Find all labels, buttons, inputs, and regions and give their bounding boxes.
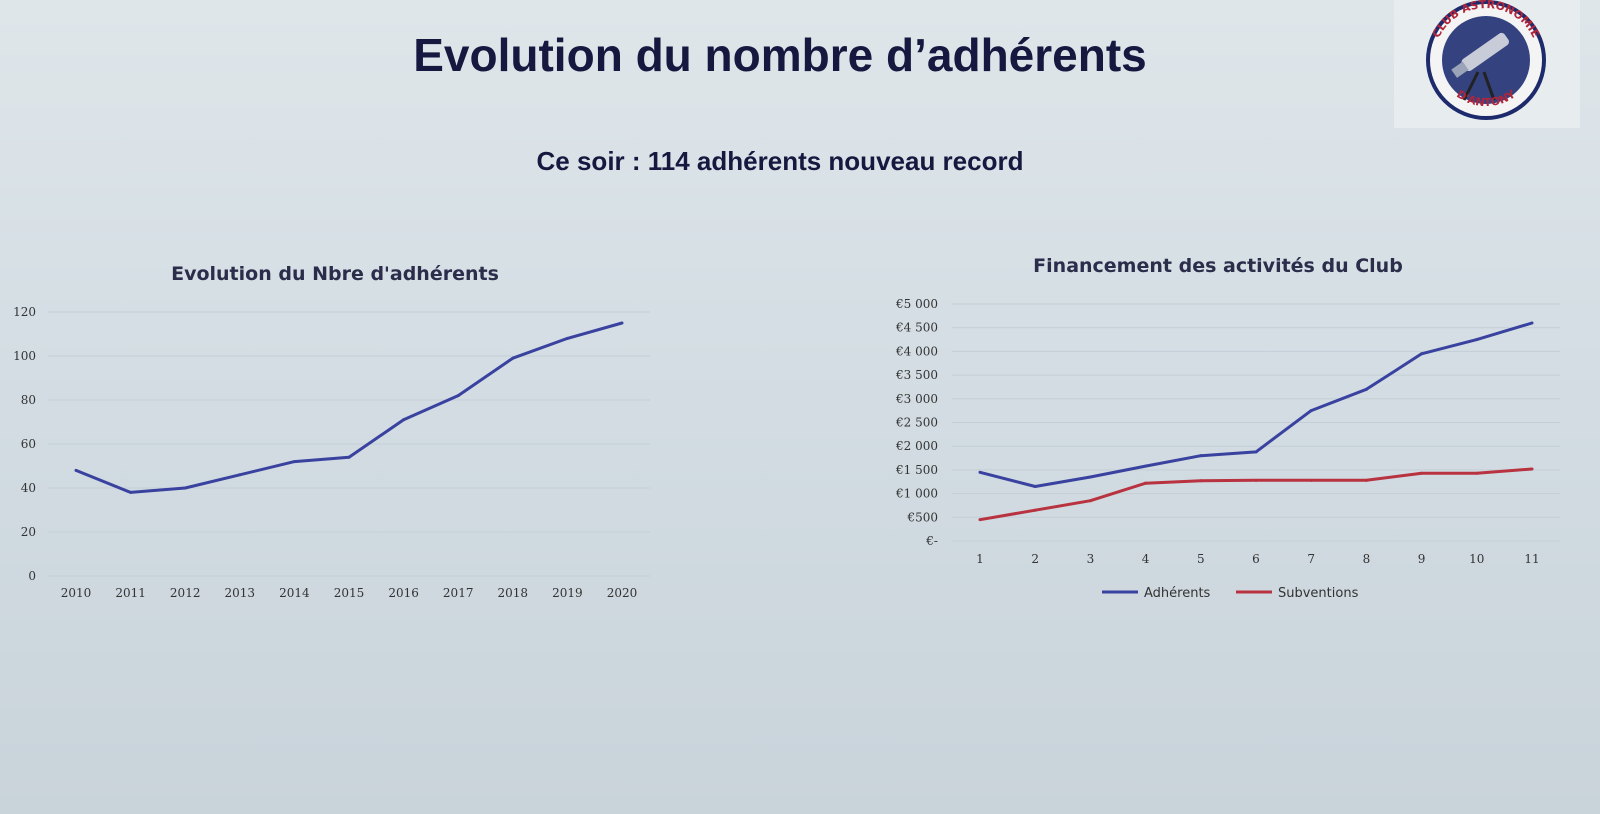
y-tick-label: 60 [21, 437, 36, 451]
data-point [1088, 499, 1092, 503]
data-point [456, 394, 460, 398]
y-tick-label: €3 000 [895, 392, 938, 406]
x-tick-label: 2011 [115, 586, 146, 600]
y-tick-label: 0 [28, 569, 36, 583]
data-point [620, 321, 624, 325]
data-point [1254, 450, 1258, 454]
data-point [1364, 478, 1368, 482]
series-line-0 [979, 321, 1533, 488]
series-line-1 [979, 467, 1533, 522]
x-tick-label: 2014 [279, 586, 310, 600]
chart1-title: Evolution du Nbre d'adhérents [171, 263, 499, 285]
x-tick-label: 9 [1418, 552, 1426, 566]
data-point [1420, 352, 1424, 356]
x-tick-label: 2016 [388, 586, 419, 600]
data-point [1033, 508, 1037, 512]
x-tick-label: 2012 [170, 586, 201, 600]
y-tick-label: €4 500 [895, 321, 938, 335]
y-tick-label: €- [925, 534, 938, 548]
data-point [74, 468, 78, 472]
y-tick-label: €5 000 [895, 297, 938, 311]
chart-financement: Financement des activités du Club €- €500… [895, 255, 1560, 601]
x-tick-label: 3 [1087, 552, 1095, 566]
y-tick-label: €500 [906, 510, 938, 524]
y-tick-label: €2 000 [895, 439, 938, 453]
x-tick-label: 10 [1469, 552, 1484, 566]
club-logo: CLUB ASTRONOMIE D'ANTONY [1394, 0, 1580, 128]
x-tick-label: 1 [976, 552, 984, 566]
x-tick-label: 2013 [225, 586, 256, 600]
x-tick-label: 2020 [607, 586, 638, 600]
chart2-title: Financement des activités du Club [1033, 255, 1403, 277]
data-point [978, 518, 982, 522]
chart2-legend: Adhérents Subventions [1102, 586, 1359, 601]
series-line-0 [75, 321, 623, 494]
data-point [1199, 454, 1203, 458]
data-point [1475, 471, 1479, 475]
data-point [238, 473, 242, 477]
x-tick-label: 2017 [443, 586, 474, 600]
x-tick-label: 5 [1197, 552, 1205, 566]
data-point [511, 356, 515, 360]
legend-label: Adhérents [1144, 586, 1211, 601]
x-tick-label: 11 [1524, 552, 1539, 566]
data-point [1033, 484, 1037, 488]
x-tick-label: 2010 [61, 586, 92, 600]
x-tick-label: 4 [1142, 552, 1150, 566]
data-point [1309, 409, 1313, 413]
data-point [402, 418, 406, 422]
slide-subtitle: Ce soir : 114 adhérents nouveau record [536, 146, 1024, 176]
y-tick-label: 120 [13, 305, 36, 319]
data-point [565, 336, 569, 340]
y-tick-label: €1 000 [895, 487, 938, 501]
y-tick-label: 100 [13, 349, 36, 363]
data-point [1088, 475, 1092, 479]
slide-title: Evolution du nombre d’adhérents [413, 29, 1147, 81]
data-point [1530, 321, 1534, 325]
y-tick-label: €4 000 [895, 344, 938, 358]
data-point [292, 460, 296, 464]
data-point [1309, 478, 1313, 482]
data-point [1364, 387, 1368, 391]
data-point [129, 490, 133, 494]
x-tick-label: 7 [1307, 552, 1315, 566]
data-point [1475, 338, 1479, 342]
y-tick-label: €3 500 [895, 368, 938, 382]
x-tick-label: 8 [1363, 552, 1371, 566]
data-point [1254, 478, 1258, 482]
data-point [347, 455, 351, 459]
y-tick-label: 20 [21, 525, 36, 539]
x-tick-label: 2 [1031, 552, 1039, 566]
data-point [1144, 481, 1148, 485]
y-tick-label: 40 [21, 481, 36, 495]
x-tick-label: 6 [1252, 552, 1260, 566]
chart-adherents: Evolution du Nbre d'adhérents 0 20 40 60 80 1… [13, 263, 650, 600]
x-tick-label: 2018 [498, 586, 529, 600]
data-point [1530, 467, 1534, 471]
y-tick-label: 80 [21, 393, 36, 407]
data-point [183, 486, 187, 490]
data-point [978, 470, 982, 474]
x-tick-label: 2015 [334, 586, 365, 600]
x-tick-label: 2019 [552, 586, 583, 600]
y-tick-label: €1 500 [895, 463, 938, 477]
y-tick-label: €2 500 [895, 416, 938, 430]
data-point [1420, 471, 1424, 475]
data-point [1199, 479, 1203, 483]
legend-label: Subventions [1278, 586, 1359, 601]
data-point [1144, 464, 1148, 468]
